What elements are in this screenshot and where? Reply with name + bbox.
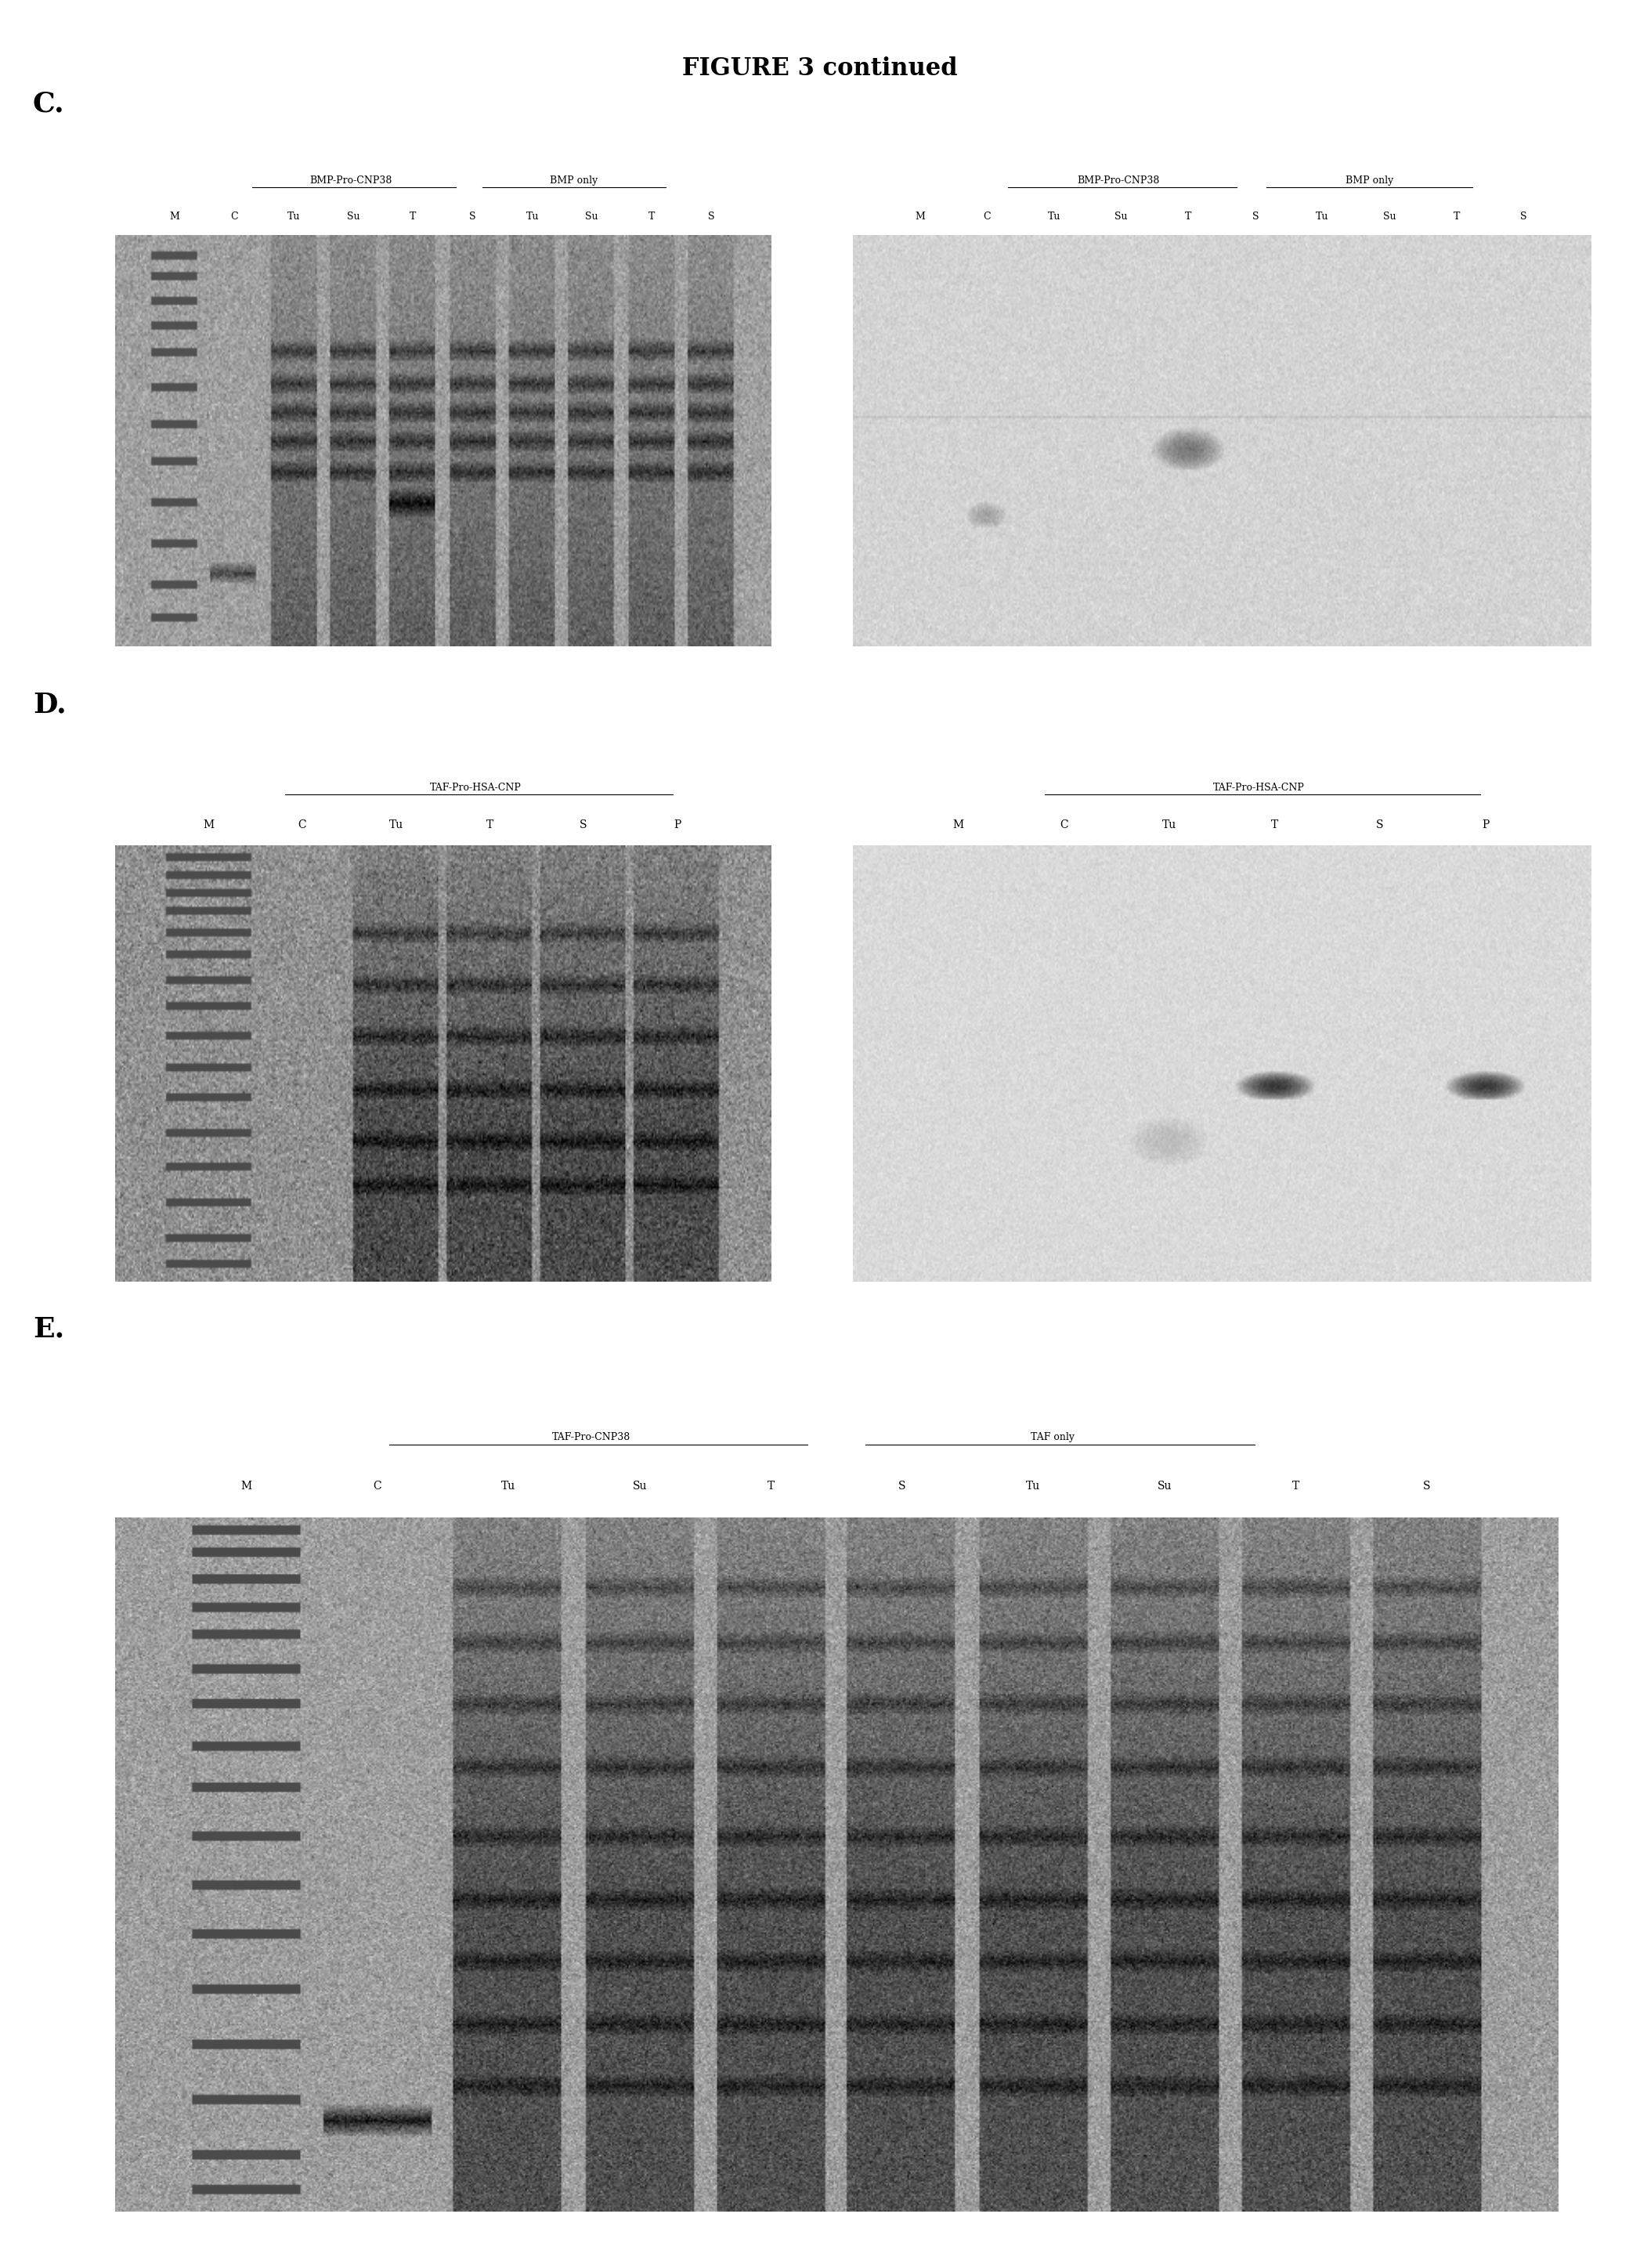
Text: T: T [648, 211, 654, 222]
Text: T: T [1292, 1481, 1299, 1492]
Text: T: T [768, 1481, 774, 1492]
Text: D.: D. [33, 692, 66, 719]
Text: BMP-Pro-CNP38: BMP-Pro-CNP38 [310, 175, 392, 186]
Text: Su: Su [1383, 211, 1396, 222]
Text: TAF-Pro-HSA-CNP: TAF-Pro-HSA-CNP [1214, 782, 1304, 794]
Text: C: C [298, 819, 307, 830]
Text: Su: Su [633, 1481, 646, 1492]
Text: TAF-Pro-CNP38: TAF-Pro-CNP38 [551, 1433, 630, 1442]
Text: C: C [230, 211, 238, 222]
Text: BMP-Pro-CNP38: BMP-Pro-CNP38 [1077, 175, 1159, 186]
Text: TAF only: TAF only [1032, 1433, 1074, 1442]
Text: Su: Su [585, 211, 599, 222]
Text: M: M [915, 211, 925, 222]
Text: S: S [899, 1481, 905, 1492]
Text: S: S [1251, 211, 1258, 222]
Text: Su: Su [1158, 1481, 1171, 1492]
Text: T: T [485, 819, 494, 830]
Text: Tu: Tu [1315, 211, 1328, 222]
Text: BMP only: BMP only [549, 175, 599, 186]
Text: E.: E. [33, 1315, 64, 1343]
Text: M: M [169, 211, 179, 222]
Text: TAF-Pro-HSA-CNP: TAF-Pro-HSA-CNP [430, 782, 522, 794]
Text: T: T [410, 211, 417, 222]
Text: FIGURE 3 continued: FIGURE 3 continued [682, 57, 958, 82]
Text: Tu: Tu [526, 211, 538, 222]
Text: M: M [241, 1481, 251, 1492]
Text: C.: C. [33, 91, 64, 118]
Text: Tu: Tu [389, 819, 403, 830]
Text: S: S [1424, 1481, 1430, 1492]
Text: Su: Su [1115, 211, 1128, 222]
Text: BMP only: BMP only [1345, 175, 1394, 186]
Text: Tu: Tu [1161, 819, 1176, 830]
Text: T: T [1453, 211, 1460, 222]
Text: Tu: Tu [287, 211, 300, 222]
Text: Su: Su [348, 211, 359, 222]
Text: S: S [1376, 819, 1384, 830]
Text: Tu: Tu [502, 1481, 515, 1492]
Text: M: M [203, 819, 215, 830]
Text: P: P [674, 819, 681, 830]
Text: T: T [1271, 819, 1278, 830]
Text: T: T [1186, 211, 1192, 222]
Text: C: C [984, 211, 991, 222]
Text: M: M [953, 819, 964, 830]
Text: Tu: Tu [1027, 1481, 1040, 1492]
Text: C: C [372, 1481, 382, 1492]
Text: Tu: Tu [1048, 211, 1061, 222]
Text: S: S [1520, 211, 1527, 222]
Text: C: C [1059, 819, 1068, 830]
Text: P: P [1483, 819, 1489, 830]
Text: S: S [579, 819, 587, 830]
Text: S: S [469, 211, 476, 222]
Text: S: S [708, 211, 715, 222]
